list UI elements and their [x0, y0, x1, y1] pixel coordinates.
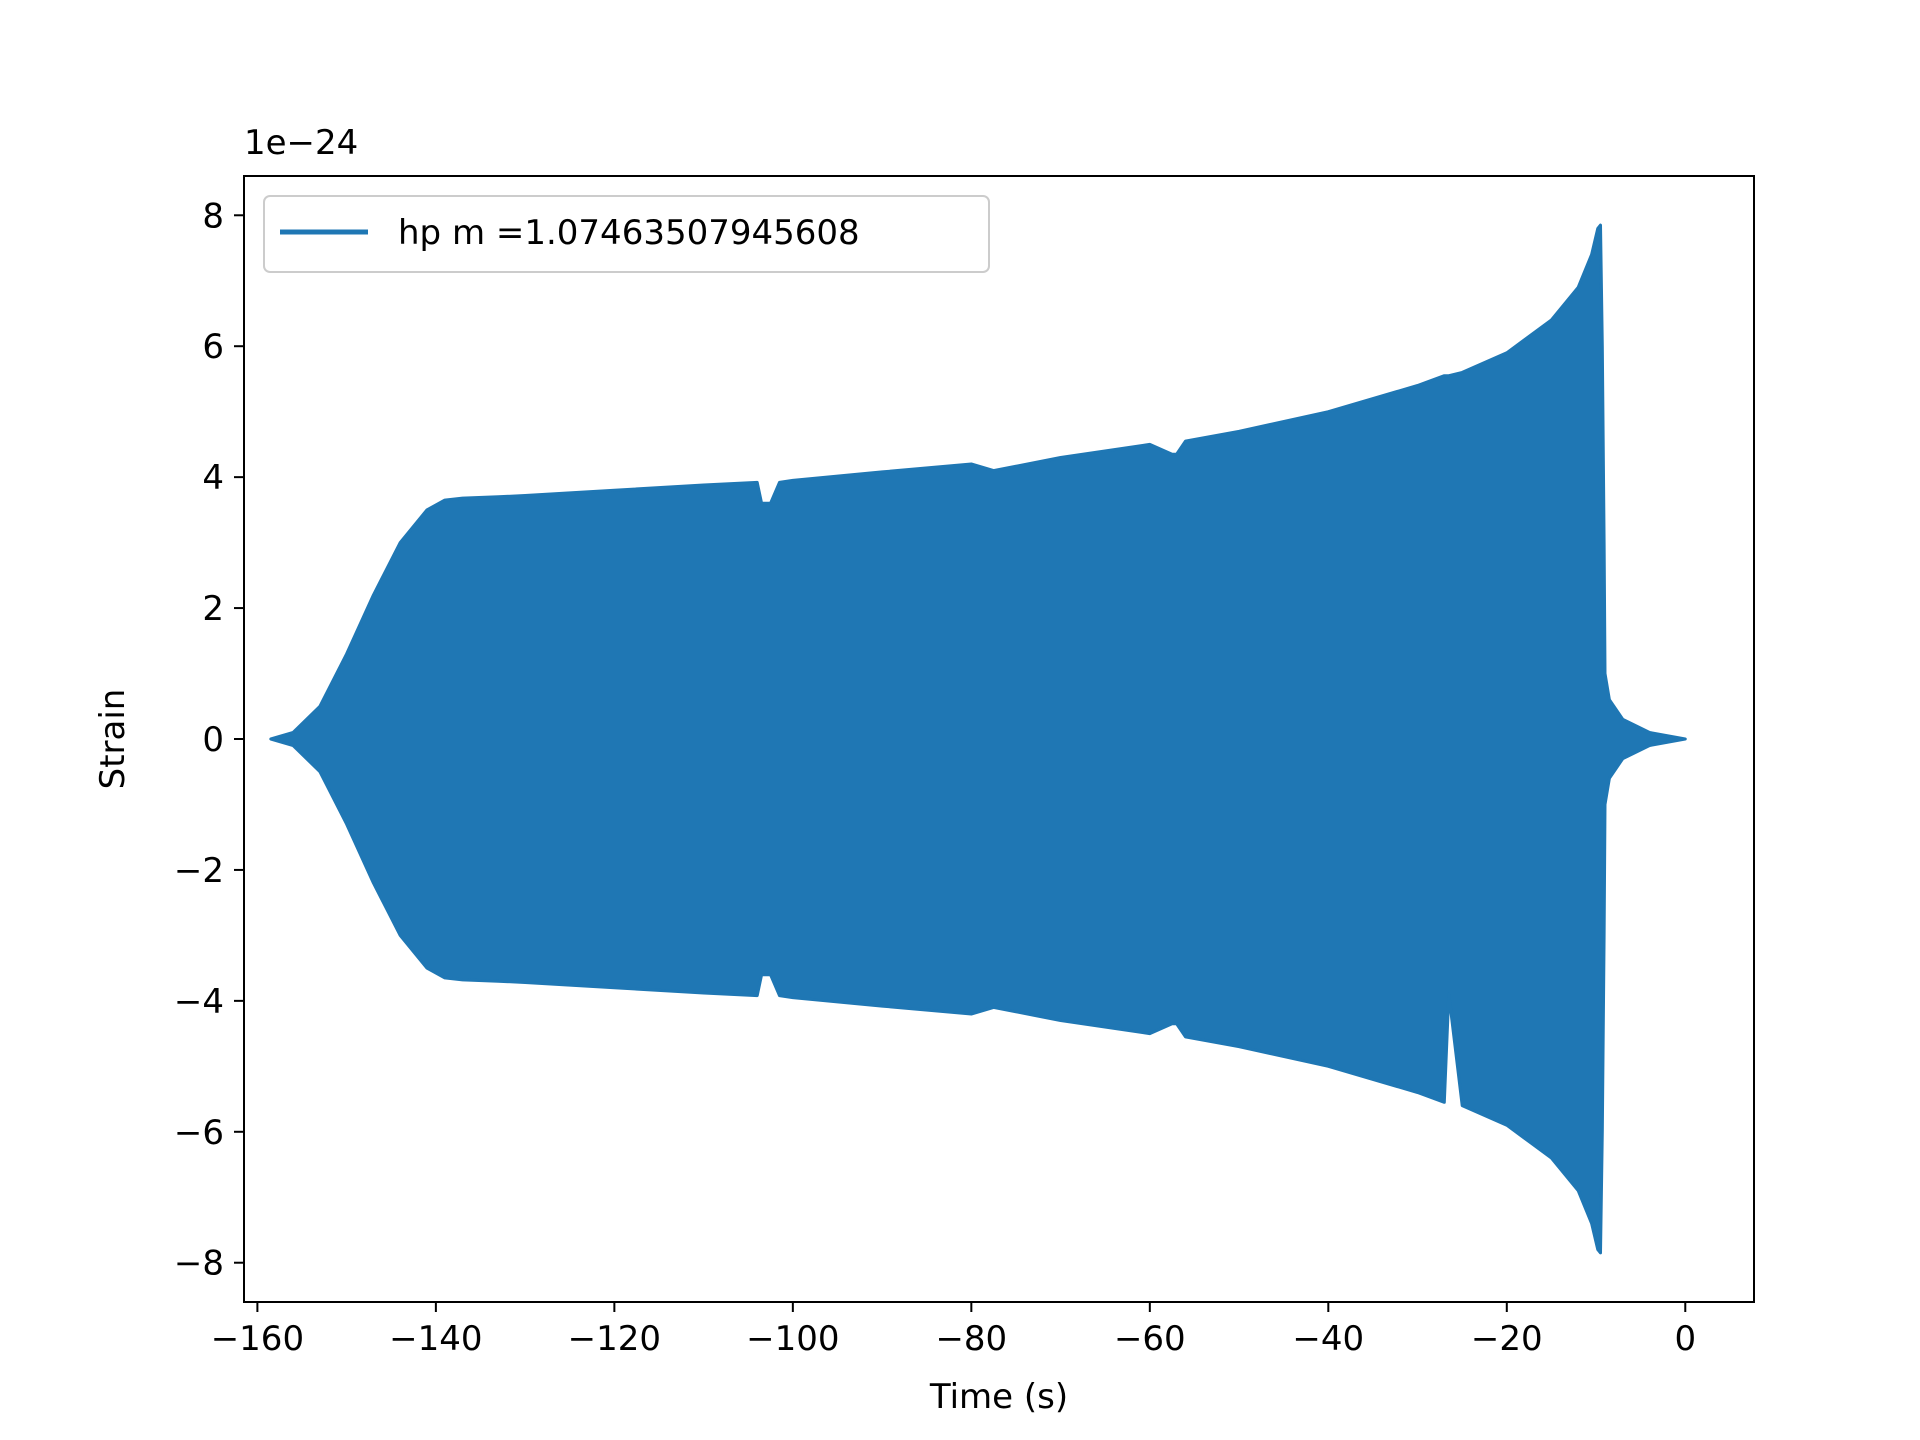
y-axis: −8 −6 −4 −2 0 2 4 6 8 [174, 196, 244, 1284]
x-tick-label: 0 [1674, 1319, 1696, 1359]
y-tick-label: −2 [174, 851, 224, 891]
y-tick-label: 8 [202, 196, 224, 236]
x-axis: −160 −140 −120 −100 −80 −60 −40 −20 0 [211, 1302, 1696, 1359]
y-tick-label: 2 [202, 589, 224, 629]
x-tick-label: −120 [568, 1319, 661, 1359]
y-axis-label: Strain [93, 689, 133, 790]
legend: hp m =1.07463507945608 [263, 195, 990, 273]
y-tick-label: 6 [202, 327, 224, 367]
x-tick-label: −40 [1292, 1319, 1364, 1359]
x-tick-label: −60 [1114, 1319, 1186, 1359]
legend-box [263, 195, 990, 273]
x-tick-label: −160 [211, 1319, 304, 1359]
y-tick-label: −4 [174, 982, 224, 1022]
legend-label: hp m =1.07463507945608 [398, 213, 860, 253]
y-offset-label: 1e−24 [244, 123, 358, 163]
x-tick-label: −20 [1471, 1319, 1543, 1359]
y-tick-label: 4 [202, 458, 224, 498]
y-tick-label: −8 [174, 1244, 224, 1284]
y-tick-label: −6 [174, 1113, 224, 1153]
x-tick-label: −140 [389, 1319, 482, 1359]
plot-frame [243, 175, 1755, 1303]
series-hp-waveform [269, 223, 1687, 1255]
x-tick-label: −100 [746, 1319, 839, 1359]
x-axis-label: Time (s) [929, 1377, 1068, 1417]
x-tick-label: −80 [935, 1319, 1007, 1359]
y-tick-label: 0 [202, 720, 224, 760]
plot-area [269, 223, 1687, 1255]
